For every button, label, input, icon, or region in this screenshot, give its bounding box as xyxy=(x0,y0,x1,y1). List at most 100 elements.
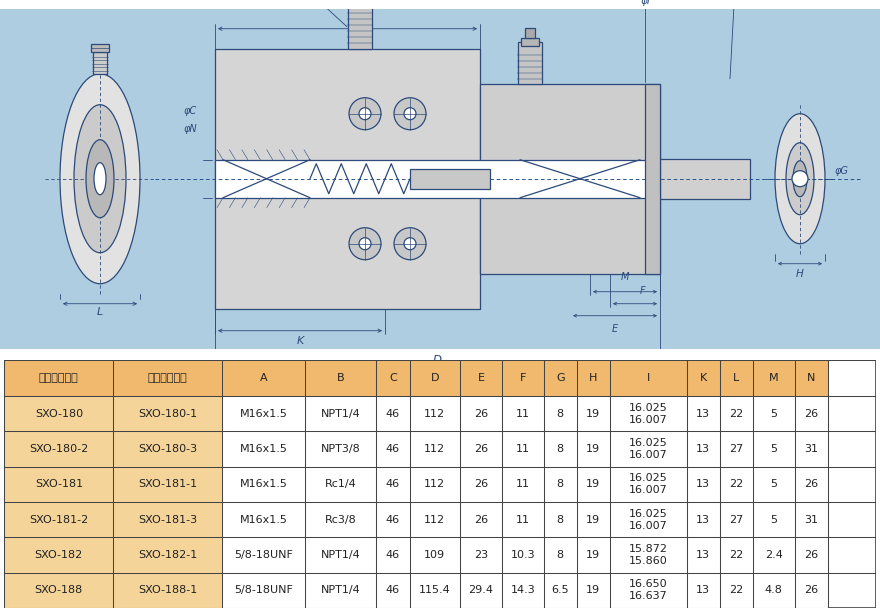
Text: H: H xyxy=(796,269,803,279)
Bar xyxy=(544,467,576,502)
Text: F: F xyxy=(640,286,646,296)
Bar xyxy=(645,84,660,274)
Text: E: E xyxy=(478,373,485,383)
Text: M16x1.5: M16x1.5 xyxy=(239,409,288,419)
Bar xyxy=(223,467,305,502)
Bar xyxy=(610,467,686,502)
Circle shape xyxy=(404,238,416,250)
Text: 109: 109 xyxy=(424,550,445,560)
Bar xyxy=(351,0,369,7)
Bar xyxy=(752,537,795,573)
Bar xyxy=(215,159,660,198)
Text: 26: 26 xyxy=(804,550,818,560)
Text: 22: 22 xyxy=(730,479,744,489)
Bar xyxy=(4,467,114,502)
Bar xyxy=(686,502,720,537)
Text: 23: 23 xyxy=(474,550,488,560)
Bar xyxy=(480,84,660,274)
Bar xyxy=(114,573,223,608)
Text: 112: 112 xyxy=(424,409,445,419)
Bar xyxy=(544,502,576,537)
Text: Rc3/8: Rc3/8 xyxy=(325,514,356,525)
Bar xyxy=(686,467,720,502)
Ellipse shape xyxy=(793,161,807,197)
Ellipse shape xyxy=(775,114,825,244)
Text: 22: 22 xyxy=(730,409,744,419)
Bar xyxy=(544,573,576,608)
Text: 4.8: 4.8 xyxy=(765,585,782,595)
Bar xyxy=(305,573,377,608)
Bar xyxy=(377,537,409,573)
Text: 15.872
15.860: 15.872 15.860 xyxy=(628,544,668,566)
Bar xyxy=(502,360,544,396)
Bar xyxy=(114,467,223,502)
Bar xyxy=(576,537,610,573)
Text: 22: 22 xyxy=(730,585,744,595)
Text: 112: 112 xyxy=(424,479,445,489)
Text: 46: 46 xyxy=(386,409,400,419)
Text: 112: 112 xyxy=(424,444,445,454)
Bar xyxy=(460,537,502,573)
Text: N: N xyxy=(807,373,815,383)
Text: 11: 11 xyxy=(516,444,530,454)
Bar xyxy=(686,360,720,396)
Text: NPT1/4: NPT1/4 xyxy=(321,550,361,560)
Bar xyxy=(752,573,795,608)
Bar xyxy=(377,467,409,502)
Bar xyxy=(4,573,114,608)
Bar xyxy=(752,502,795,537)
Text: 5: 5 xyxy=(770,444,777,454)
Text: SXO-181: SXO-181 xyxy=(35,479,83,489)
Bar xyxy=(795,360,828,396)
Bar xyxy=(4,537,114,573)
Bar xyxy=(305,467,377,502)
Bar xyxy=(752,431,795,467)
Bar xyxy=(610,431,686,467)
Text: 11: 11 xyxy=(516,514,530,525)
Text: φC: φC xyxy=(184,106,197,115)
Text: SXO-188-1: SXO-188-1 xyxy=(138,585,197,595)
Bar xyxy=(409,502,460,537)
Ellipse shape xyxy=(60,74,140,284)
Text: 31: 31 xyxy=(804,514,818,525)
Text: 8: 8 xyxy=(557,444,564,454)
Text: L: L xyxy=(733,373,739,383)
Bar xyxy=(610,537,686,573)
Bar xyxy=(305,431,377,467)
Bar xyxy=(610,502,686,537)
Bar xyxy=(544,537,576,573)
Bar xyxy=(4,360,114,396)
Bar xyxy=(720,396,752,431)
Text: 46: 46 xyxy=(386,444,400,454)
Text: 46: 46 xyxy=(386,585,400,595)
Bar xyxy=(114,502,223,537)
Text: NPT1/4: NPT1/4 xyxy=(321,585,361,595)
Bar xyxy=(576,431,610,467)
Text: 26: 26 xyxy=(804,585,818,595)
Circle shape xyxy=(349,228,381,260)
Bar xyxy=(752,396,795,431)
Bar xyxy=(93,52,107,74)
Bar xyxy=(518,42,542,84)
Text: 13: 13 xyxy=(696,585,710,595)
Bar xyxy=(377,396,409,431)
Bar xyxy=(610,396,686,431)
Text: L: L xyxy=(97,307,103,316)
Bar xyxy=(114,396,223,431)
Bar xyxy=(521,38,539,46)
Bar xyxy=(460,573,502,608)
Bar xyxy=(377,502,409,537)
Text: 16.025
16.007: 16.025 16.007 xyxy=(629,438,668,460)
Text: 16.025
16.007: 16.025 16.007 xyxy=(629,403,668,425)
Bar xyxy=(502,396,544,431)
Text: 2.4: 2.4 xyxy=(765,550,782,560)
Bar xyxy=(795,431,828,467)
Bar xyxy=(223,396,305,431)
Bar xyxy=(460,396,502,431)
Bar xyxy=(686,431,720,467)
Text: 27: 27 xyxy=(730,444,744,454)
Text: M: M xyxy=(620,272,629,282)
Text: 26: 26 xyxy=(474,514,488,525)
Bar xyxy=(795,467,828,502)
Text: 19: 19 xyxy=(586,550,600,560)
